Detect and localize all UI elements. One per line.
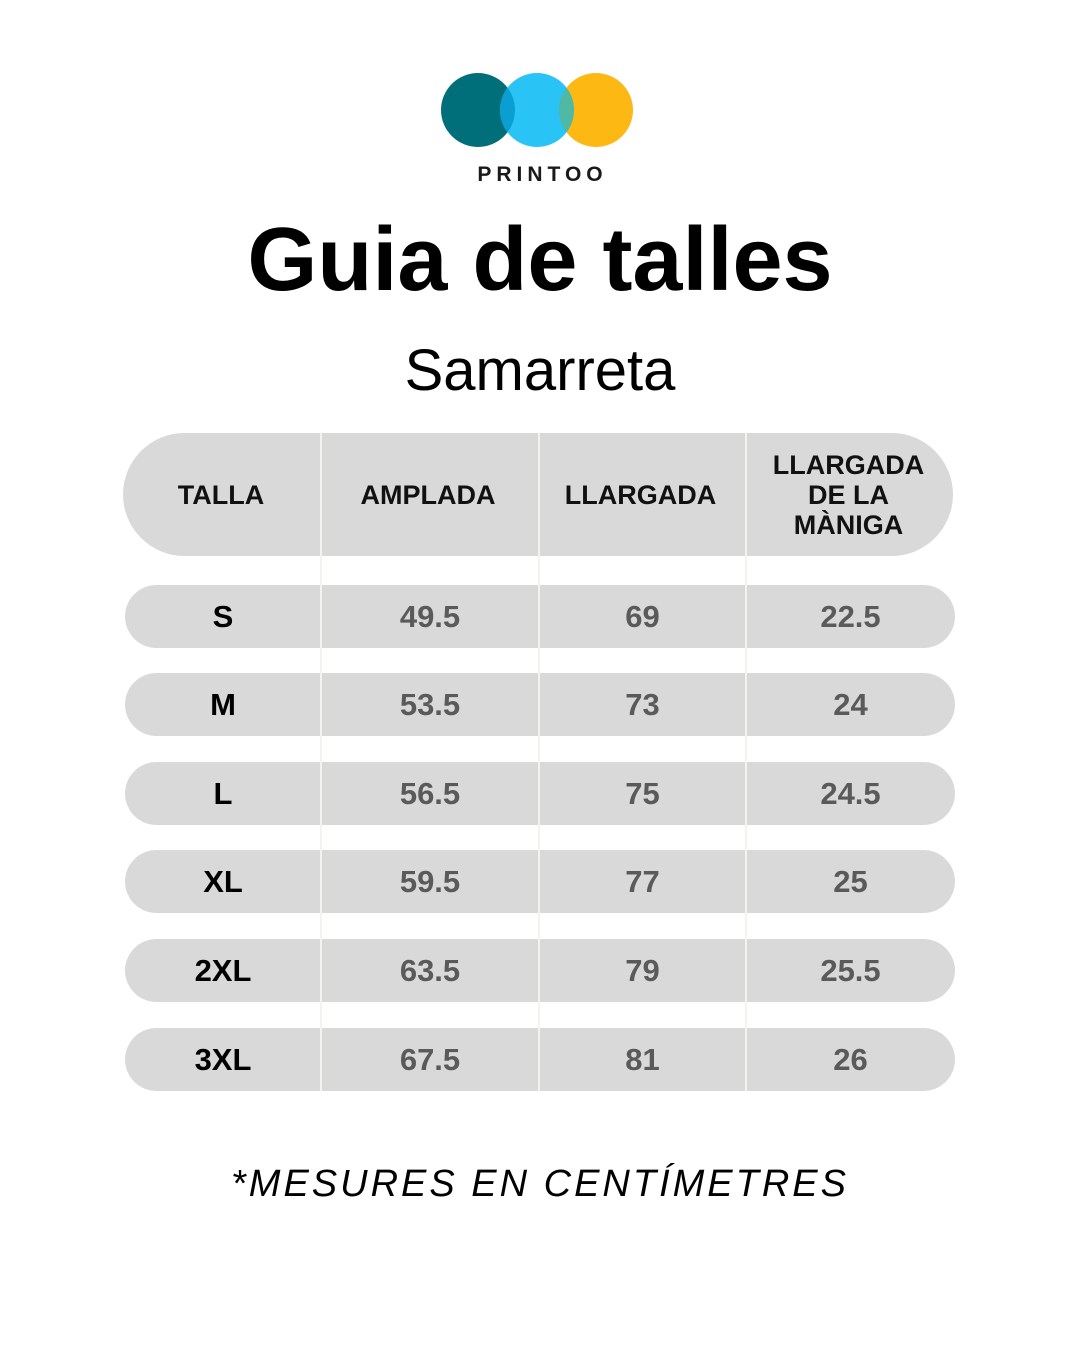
table-row: 2XL 63.5 79 25.5 <box>125 939 955 1002</box>
length-value: 73 <box>625 686 660 722</box>
width-value: 49.5 <box>399 598 461 634</box>
size-label: XL <box>203 863 243 899</box>
header-width: AMPLADA <box>360 479 496 510</box>
sleeve-value: 26 <box>833 1041 868 1077</box>
header-length: LLARGADA <box>564 479 717 510</box>
width-value: 59.5 <box>399 863 461 899</box>
size-label: 2XL <box>194 952 252 988</box>
measurement-note: *MESURES EN CENTÍMETRES <box>231 1163 849 1205</box>
header-size: TALLA <box>177 479 265 510</box>
size-label: 3XL <box>194 1041 252 1077</box>
width-value: 63.5 <box>399 952 461 988</box>
size-label: M <box>210 686 236 722</box>
table-row: XL 59.5 77 25 <box>125 850 955 913</box>
length-value: 77 <box>625 863 660 899</box>
sleeve-value: 25.5 <box>820 952 881 988</box>
size-label: L <box>213 775 233 811</box>
page-subtitle: Samarreta <box>404 338 676 403</box>
column-divider <box>320 433 322 1091</box>
printoo-logo-circles <box>441 73 633 147</box>
sleeve-value: 24 <box>833 686 868 722</box>
brand-name: PRINTOO <box>477 163 608 186</box>
length-value: 69 <box>625 598 660 634</box>
width-value: 53.5 <box>399 686 461 722</box>
size-label: S <box>212 598 234 634</box>
sleeve-value: 25 <box>833 863 868 899</box>
table-row: S 49.5 69 22.5 <box>125 585 955 648</box>
width-value: 56.5 <box>399 775 461 811</box>
table-row: M 53.5 73 24 <box>125 673 955 736</box>
column-divider <box>538 433 540 1091</box>
sleeve-value: 24.5 <box>820 775 881 811</box>
length-value: 75 <box>625 775 660 811</box>
width-value: 67.5 <box>399 1041 461 1077</box>
length-value: 81 <box>625 1041 660 1077</box>
header-sleeve-length: LLARGADA DE LA MÀNIGA <box>772 449 925 540</box>
length-value: 79 <box>625 952 660 988</box>
page-title: Guia de talles <box>247 210 833 310</box>
sleeve-value: 22.5 <box>820 598 881 634</box>
table-row: L 56.5 75 24.5 <box>125 762 955 825</box>
table-row: 3XL 67.5 81 26 <box>125 1028 955 1091</box>
column-divider <box>745 433 747 1091</box>
